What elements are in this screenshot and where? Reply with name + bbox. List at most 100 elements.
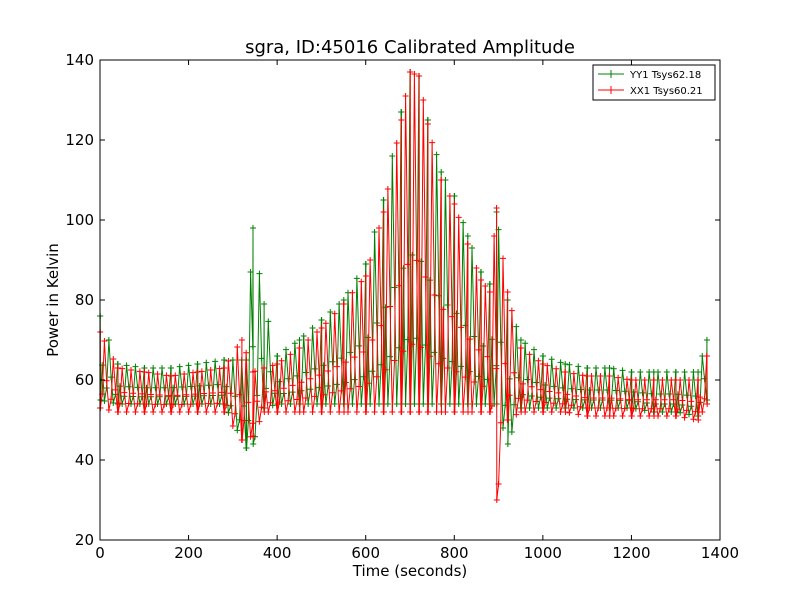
data-point-marker [258,355,265,362]
data-point-marker [298,379,305,386]
data-point-marker [659,377,666,383]
data-point-marker [342,359,349,366]
data-point-marker [249,343,256,350]
data-point-marker [168,409,175,415]
data-point-marker [232,410,239,417]
data-point-marker [398,117,405,123]
data-point-marker [663,369,670,375]
data-point-marker [577,403,584,410]
data-point-marker [502,360,509,367]
data-point-marker [438,177,445,183]
data-point-marker [400,348,407,355]
data-point-marker [130,390,137,397]
data-point-marker [351,376,358,383]
data-point-marker [296,345,303,351]
data-point-marker [533,379,540,386]
y-tick-label: 60 [75,371,94,389]
data-point-marker [187,383,194,390]
x-tick-label: 0 [95,544,105,562]
data-point-marker [703,337,710,343]
data-point-marker [504,441,511,447]
x-tick-label: 800 [440,544,469,562]
data-point-marker [265,318,272,325]
data-point-marker [271,387,278,394]
data-point-marker [398,409,405,415]
data-point-marker [121,389,128,396]
data-point-marker [425,409,432,415]
data-point-marker [431,292,438,298]
data-point-marker [285,375,292,382]
data-point-marker [283,409,289,415]
data-point-marker [624,376,630,383]
data-point-marker [294,372,301,379]
data-point-marker [610,413,617,419]
data-point-marker [471,379,478,385]
data-point-marker [196,400,203,407]
data-point-marker [371,229,378,235]
data-point-marker [446,193,453,199]
data-point-marker [263,388,270,395]
data-point-marker [544,362,551,369]
data-point-marker [695,369,702,375]
data-point-marker [497,419,504,426]
data-point-marker [325,367,332,374]
data-point-marker [566,361,573,368]
data-point-marker [663,413,670,419]
data-point-marker [205,382,212,389]
data-point-marker [172,372,179,379]
data-point-marker [681,414,688,421]
data-point-marker [378,322,385,329]
data-point-marker [438,169,445,175]
data-point-marker [531,346,537,353]
y-tick-label: 20 [75,531,94,549]
data-point-marker [318,317,325,323]
data-point-marker [203,409,210,415]
data-point-marker [546,388,553,395]
data-point-marker [517,345,524,351]
data-point-marker [373,320,380,326]
data-point-marker [380,209,387,215]
data-point-marker [584,413,591,419]
data-point-marker [110,400,117,406]
data-point-marker [320,391,327,398]
data-point-marker [123,362,130,369]
data-point-marker [349,401,356,407]
data-point-marker [150,365,157,371]
legend-marker [607,70,615,78]
data-point-marker [249,420,256,427]
data-point-marker [655,413,661,419]
data-point-marker [159,409,165,415]
data-point-marker [322,320,329,327]
data-point-marker [581,394,588,401]
data-point-marker [333,363,340,370]
data-point-marker [247,433,254,440]
data-point-marker [659,409,666,415]
data-point-marker [345,409,351,415]
data-point-marker [391,284,398,291]
data-point-marker [495,481,502,487]
data-point-marker [382,366,389,373]
data-point-marker [628,413,635,419]
data-point-marker [455,214,462,221]
data-point-marker [329,358,336,365]
data-point-marker [307,386,314,393]
data-point-marker [234,344,241,350]
data-point-marker [384,186,391,192]
data-point-marker [648,390,655,397]
series-xx1 [97,69,711,503]
x-tick-label: 400 [263,544,292,562]
data-point-marker [519,380,526,387]
data-point-marker [429,401,436,407]
data-point-marker [331,401,338,407]
data-point-marker [590,395,597,401]
data-point-marker [657,405,664,412]
data-point-marker [695,377,702,383]
data-point-marker [227,390,234,397]
data-point-marker [105,337,112,343]
data-point-marker [316,372,323,379]
data-point-marker [699,409,706,415]
data-point-marker [163,372,170,379]
data-point-marker [562,409,569,415]
data-point-marker [178,384,185,391]
data-point-marker [537,386,544,393]
